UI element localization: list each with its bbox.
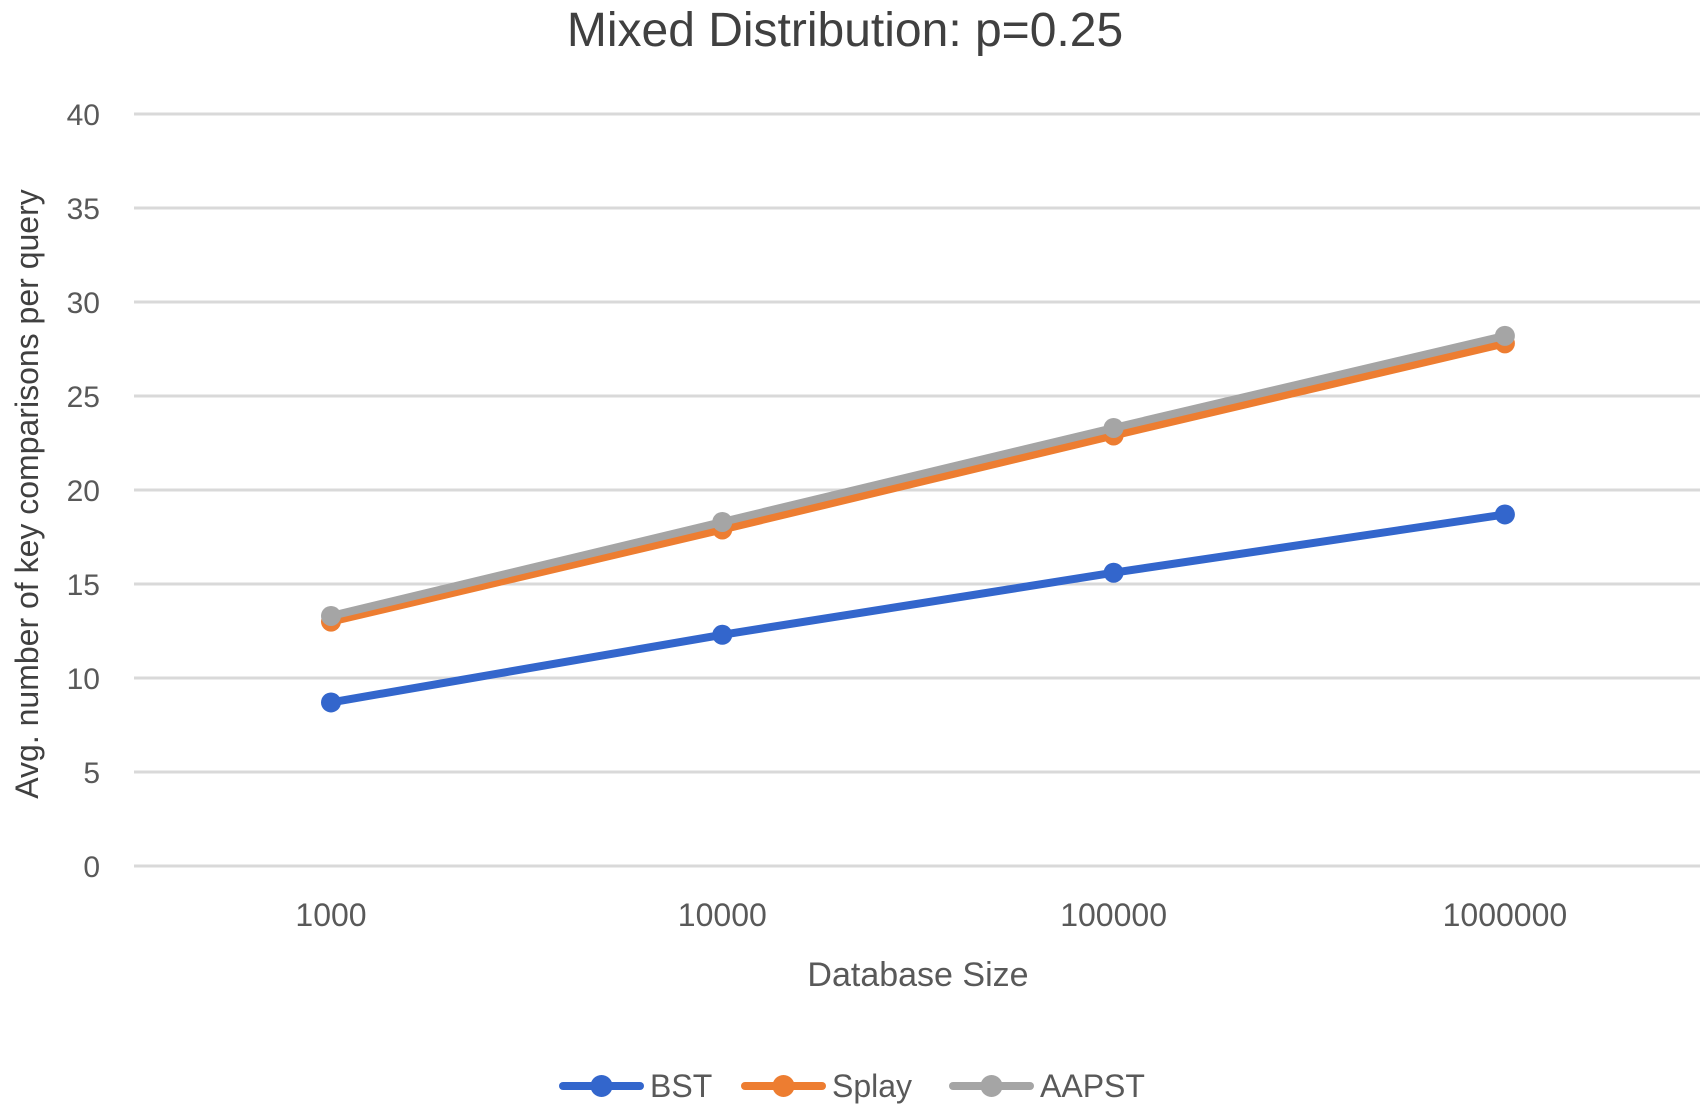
data-point xyxy=(1103,562,1124,583)
gridlines xyxy=(134,112,1700,868)
legend-marker xyxy=(590,1075,613,1097)
y-axis-ticks: 0 5 10 15 20 25 30 35 40 xyxy=(67,99,100,884)
y-tick-label: 40 xyxy=(67,99,100,132)
data-point xyxy=(321,692,341,713)
series-line xyxy=(327,339,1509,626)
data-point xyxy=(1494,504,1515,525)
legend-label: BST xyxy=(650,1068,712,1104)
y-tick-label: 15 xyxy=(67,569,100,602)
x-axis-ticks: 1000 10000 100000 1000000 xyxy=(295,897,1567,933)
data-point xyxy=(1103,417,1124,438)
data-point xyxy=(712,624,733,645)
legend-label: AAPST xyxy=(1040,1068,1145,1104)
y-tick-label: 20 xyxy=(67,475,100,508)
legend: BST Splay AAPST xyxy=(559,1068,1145,1104)
legend-marker xyxy=(980,1075,1003,1097)
data-point xyxy=(1494,325,1515,346)
x-tick-label: 100000 xyxy=(1060,897,1167,933)
legend-label: Splay xyxy=(832,1068,912,1104)
y-tick-label: 30 xyxy=(67,287,100,320)
y-axis-label: Avg. number of key comparisons per query xyxy=(9,189,45,798)
series-bst xyxy=(321,504,1515,713)
y-tick-label: 25 xyxy=(67,381,100,414)
legend-item-splay: Splay xyxy=(741,1068,912,1104)
series-lines xyxy=(321,325,1515,713)
series-line xyxy=(327,331,1509,620)
y-tick-label: 10 xyxy=(67,663,100,696)
x-tick-label: 10000 xyxy=(678,897,767,933)
x-tick-label: 1000000 xyxy=(1443,897,1568,933)
y-tick-label: 5 xyxy=(83,757,100,790)
y-tick-label: 35 xyxy=(67,193,100,226)
legend-item-bst: BST xyxy=(559,1068,712,1104)
legend-item-aapst: AAPST xyxy=(949,1068,1145,1104)
x-axis-label: Database Size xyxy=(807,956,1028,994)
x-tick-label: 1000 xyxy=(295,897,366,933)
chart-title: Mixed Distribution: p=0.25 xyxy=(567,4,1123,57)
y-tick-label: 0 xyxy=(83,851,100,884)
series-line xyxy=(327,510,1509,707)
series-aapst xyxy=(321,325,1515,626)
data-point xyxy=(712,511,733,532)
legend-marker xyxy=(772,1075,795,1097)
data-point xyxy=(321,605,341,626)
